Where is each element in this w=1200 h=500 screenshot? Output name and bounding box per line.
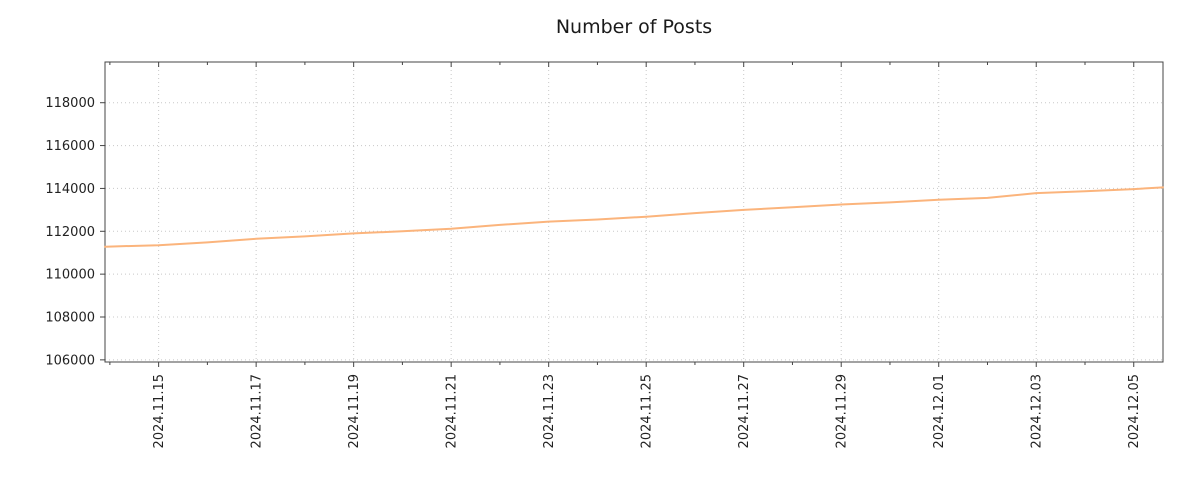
plot-border bbox=[104, 61, 1164, 363]
y-tick-label: 114000 bbox=[45, 182, 95, 197]
y-tick-label: 110000 bbox=[45, 268, 95, 283]
x-tick-label: 2024.11.15 bbox=[152, 374, 167, 448]
x-tick-label: 2024.11.21 bbox=[445, 374, 460, 448]
data-line-number-of-posts bbox=[104, 186, 1164, 248]
x-tick-label: 2024.11.27 bbox=[737, 374, 752, 448]
y-tick-label: 116000 bbox=[45, 139, 95, 154]
x-tick-label: 2024.12.03 bbox=[1030, 374, 1045, 448]
y-tick-label: 106000 bbox=[45, 353, 95, 368]
x-tick-label: 2024.11.19 bbox=[347, 374, 362, 448]
x-tick-label: 2024.12.01 bbox=[932, 374, 947, 448]
x-tick-label: 2024.12.05 bbox=[1127, 374, 1142, 448]
x-tick-label: 2024.11.17 bbox=[250, 374, 265, 448]
y-tick-label: 108000 bbox=[45, 311, 95, 326]
x-tick-label: 2024.11.25 bbox=[640, 374, 655, 448]
y-tick-label: 118000 bbox=[45, 96, 95, 111]
y-tick-label: 112000 bbox=[45, 225, 95, 240]
x-tick-label: 2024.11.29 bbox=[835, 374, 850, 448]
chart-title: Number of Posts bbox=[555, 16, 713, 38]
x-tick-label: 2024.11.23 bbox=[542, 374, 557, 448]
